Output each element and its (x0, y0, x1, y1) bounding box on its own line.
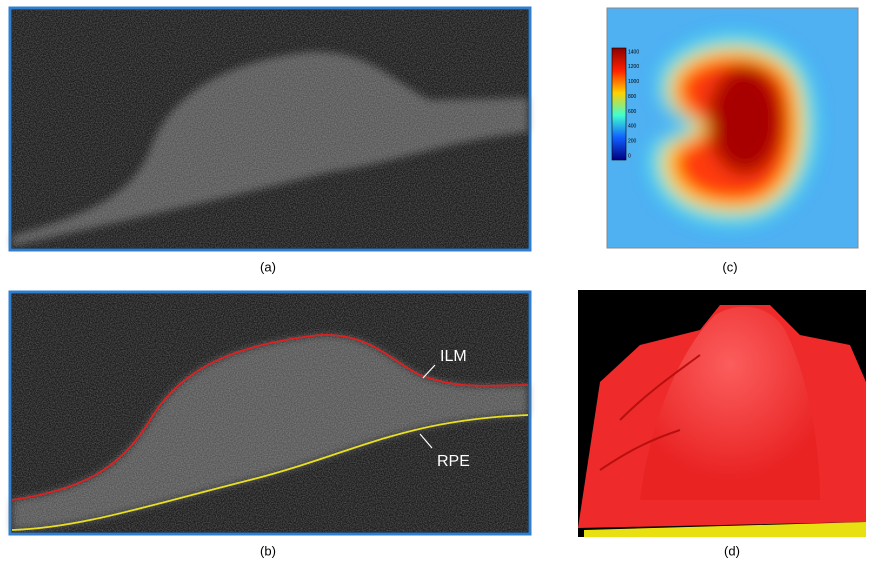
colorbar-tick-label: 1400 (628, 49, 639, 55)
colorbar (612, 48, 626, 160)
panel-a: (a) (10, 8, 530, 274)
colorbar-tick-label: 400 (628, 124, 637, 130)
colorbar-tick-label: 0 (628, 153, 631, 159)
annotation-label: ILM (440, 348, 467, 365)
panel-b: ILM RPE (b) (10, 292, 530, 558)
annotation-label: RPE (437, 453, 470, 470)
map-region (707, 65, 783, 175)
colorbar-tick-label: 1000 (628, 79, 639, 85)
page: (a) ILM RPE (b) 1400 1200 1000 800 600 400 200… (0, 0, 882, 567)
colorbar-tick-label: 1200 (628, 64, 639, 70)
caption: (b) (260, 543, 276, 558)
caption: (d) (724, 543, 740, 558)
panel-c: 1400 1200 1000 800 600 400 200 0 (c) (607, 8, 858, 274)
caption: (a) (260, 259, 276, 274)
caption: (c) (722, 259, 737, 274)
colorbar-tick-label: 600 (628, 109, 637, 115)
speckle-noise (12, 10, 528, 248)
panel-d: (d) (578, 290, 866, 558)
figure: (a) ILM RPE (b) 1400 1200 1000 800 600 400 200… (0, 0, 882, 567)
colorbar-tick-label: 200 (628, 138, 637, 144)
colorbar-tick-label: 800 (628, 94, 637, 100)
speckle-noise (12, 294, 528, 532)
